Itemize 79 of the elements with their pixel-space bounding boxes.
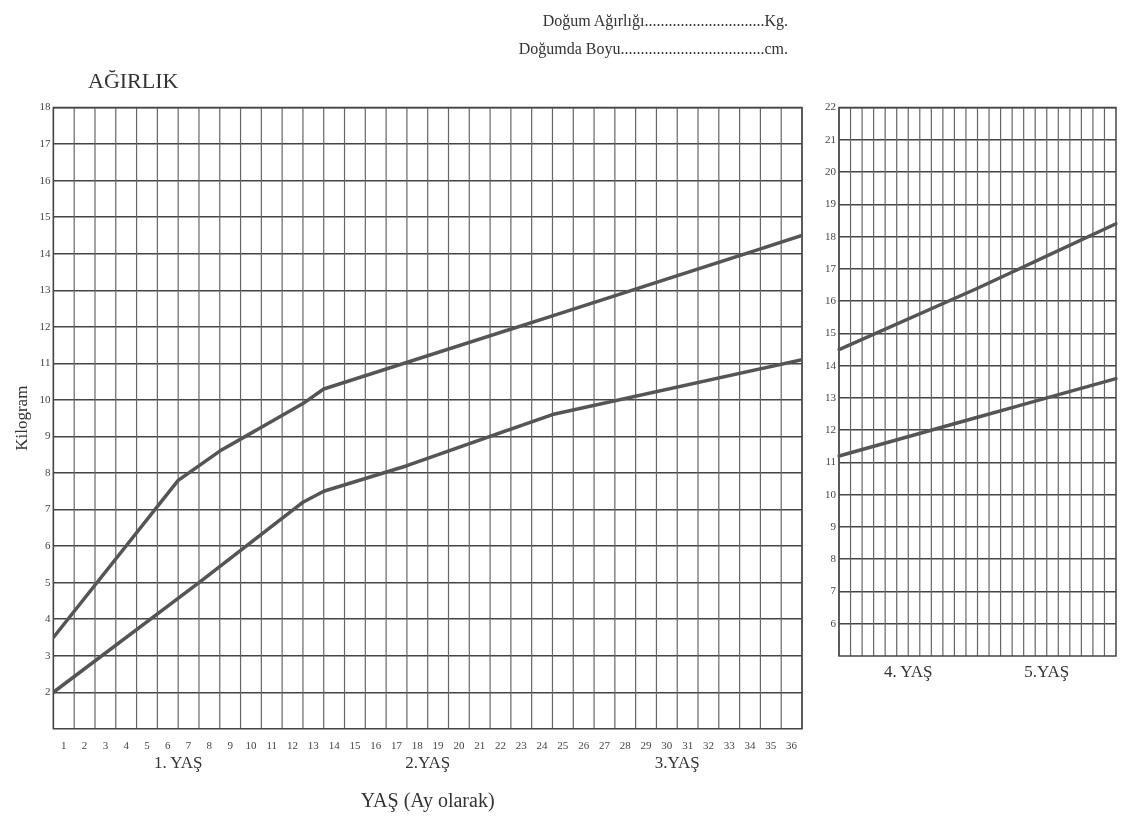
y-tick-label: 9: [44, 429, 51, 442]
y-tick-label: 9: [830, 519, 837, 532]
y-tick-label: 17: [39, 137, 51, 150]
x-tick-label: 31: [682, 739, 694, 752]
y-tick-label: 15: [39, 210, 51, 223]
x-tick-label: 9: [227, 739, 234, 752]
x-tick-label: 15: [349, 739, 361, 752]
x-tick-label: 10: [245, 739, 257, 752]
y-tick-label: 5: [44, 575, 51, 588]
x-tick-label: 2: [81, 739, 88, 752]
x-tick-label: 29: [640, 739, 653, 752]
x-tick-label: 28: [619, 739, 632, 752]
x-tick-label: 35: [765, 739, 777, 752]
y-tick-label: 2: [44, 685, 51, 698]
y-tick-label: 3: [44, 648, 51, 661]
y-tick-label: 13: [39, 283, 51, 296]
x-tick-label: 23: [515, 739, 528, 752]
y-tick-label: 10: [39, 392, 51, 405]
x-tick-label: 33: [723, 739, 736, 752]
text: 4. YAŞ: [884, 661, 933, 681]
y-axis-title: Kilogram: [11, 385, 31, 451]
text: 5.YAŞ: [1024, 661, 1070, 681]
x-tick-label: 3: [102, 739, 109, 752]
x-tick-label: 20: [453, 739, 465, 752]
chart-title: AĞIRLIK: [88, 68, 179, 94]
y-tick-label: 20: [825, 165, 837, 178]
y-tick-label: 12: [39, 319, 51, 332]
y-tick-label: 6: [44, 538, 51, 551]
x-tick-label: 36: [786, 739, 798, 752]
x-tick-label: 8: [206, 739, 213, 752]
y-tick-label: 7: [830, 584, 837, 597]
y-tick-label: 22: [825, 100, 836, 113]
text: 2.YAŞ: [405, 752, 451, 772]
x-tick-label: 16: [370, 739, 382, 752]
x-tick-label: 4: [123, 739, 130, 752]
y-tick-label: 16: [825, 294, 837, 307]
y-tick-label: 13: [825, 390, 837, 403]
y-tick-label: 18: [825, 229, 837, 242]
chart-subtitle: Doğum Ağırlığı..............................Kg. Doğumda Boyu....................................cm.: [518, 12, 788, 58]
y-tick-label: 15: [825, 326, 837, 339]
x-tick-label: 5: [144, 739, 151, 752]
x-tick-label: 1: [61, 739, 67, 752]
x-tick-label: 17: [391, 739, 403, 752]
y-tick-label: 12: [825, 423, 836, 436]
x-tick-label: 34: [744, 739, 757, 752]
y-tick-label: 18: [39, 100, 51, 113]
y-tick-label: 11: [825, 455, 836, 468]
y-tick-label: 19: [825, 197, 837, 210]
x-tick-label: 18: [411, 739, 424, 752]
y-tick-label: 16: [39, 173, 51, 186]
y-tick-label: 7: [44, 502, 51, 515]
x-tick-label: 19: [432, 739, 445, 752]
x-tick-label: 26: [578, 739, 590, 752]
x-tick-label: 7: [185, 739, 192, 752]
x-tick-label: 11: [266, 739, 278, 752]
x-tick-label: 12: [287, 739, 299, 752]
text: 1. YAŞ: [153, 752, 203, 772]
x-axis-title: YAŞ (Ay olarak): [360, 789, 495, 813]
x-tick-label: 22: [494, 739, 506, 752]
y-tick-label: 14: [39, 246, 51, 259]
x-tick-label: 32: [702, 739, 714, 752]
x-tick-label: 27: [598, 739, 611, 752]
y-tick-label: 4: [44, 612, 51, 625]
y-tick-label: 8: [830, 552, 837, 565]
x-tick-label: 21: [474, 739, 486, 752]
x-tick-label: 13: [307, 739, 320, 752]
x-tick-label: 25: [557, 739, 569, 752]
y-tick-label: 10: [825, 487, 837, 500]
y-tick-label: 6: [830, 616, 837, 629]
x-tick-label: 14: [328, 739, 341, 752]
text: 3.YAŞ: [654, 752, 700, 772]
x-tick-label: 6: [165, 739, 172, 752]
x-tick-label: 30: [661, 739, 673, 752]
y-tick-label: 14: [825, 358, 837, 371]
y-tick-label: 11: [39, 356, 51, 369]
x-tick-label: 24: [536, 739, 549, 752]
y-tick-label: 17: [825, 261, 837, 274]
y-tick-label: 8: [44, 465, 51, 478]
y-tick-label: 21: [825, 132, 836, 145]
